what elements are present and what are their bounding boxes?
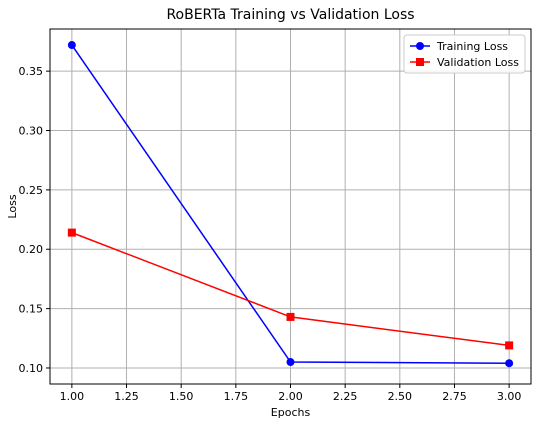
y-tick-label: 0.15 [19, 303, 44, 316]
y-tick-label: 0.10 [19, 362, 44, 375]
x-tick-label: 2.25 [333, 390, 358, 403]
data-point-circle [67, 41, 76, 50]
series-layer [67, 41, 514, 368]
y-tick-label: 0.35 [19, 65, 44, 78]
y-tick-label: 0.25 [19, 184, 44, 197]
data-point-square [286, 312, 295, 321]
y-axis: 0.10 0.15 0.20 0.25 0.30 0.35 [19, 65, 50, 375]
legend-label: Training Loss [436, 40, 508, 53]
legend-marker-circle [416, 42, 424, 50]
data-point-circle [286, 358, 295, 367]
x-axis-label: Epochs [271, 406, 311, 419]
x-tick-label: 1.75 [224, 390, 249, 403]
legend-box [403, 34, 526, 74]
y-tick-label: 0.30 [19, 125, 44, 138]
y-tick-label: 0.20 [19, 243, 44, 256]
x-tick-label: 2.50 [388, 390, 413, 403]
legend-marker-square [416, 58, 424, 66]
legend-label: Validation Loss [437, 56, 519, 69]
y-axis-label: Loss [6, 194, 19, 218]
x-tick-label: 2.75 [442, 390, 467, 403]
data-point-circle [505, 359, 514, 368]
chart-title: RoBERTa Training vs Validation Loss [166, 7, 414, 23]
x-tick-label: 3.00 [497, 390, 522, 403]
x-tick-label: 1.25 [114, 390, 139, 403]
legend: Training Loss Validation Loss [403, 34, 526, 74]
x-tick-label: 2.00 [278, 390, 303, 403]
x-tick-label: 1.00 [60, 390, 85, 403]
x-axis: 1.00 1.25 1.50 1.75 2.00 2.25 2.50 2.75 3.00 [60, 384, 522, 403]
data-point-square [67, 228, 76, 237]
grid [50, 29, 531, 384]
x-tick-label: 1.50 [169, 390, 194, 403]
data-point-square [505, 341, 514, 350]
